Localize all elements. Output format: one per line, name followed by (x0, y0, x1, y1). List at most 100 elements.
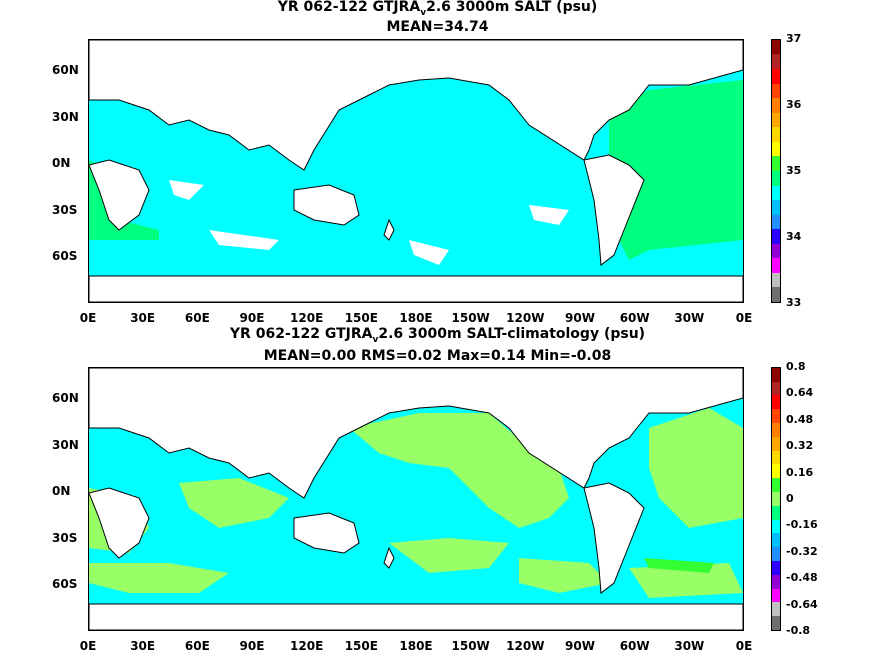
colorbar-swatch (772, 229, 780, 244)
y-tick-label: 60S (52, 249, 78, 264)
colorbar-swatch (772, 409, 780, 424)
colorbar-swatch (772, 533, 780, 548)
x-tick-label: 90E (239, 639, 265, 653)
colorbar-label: -0.16 (786, 518, 818, 532)
x-tick-label: 90W (565, 639, 595, 653)
top-colorbar (771, 39, 781, 303)
top-atlantic-region (609, 80, 743, 260)
colorbar-swatch (772, 141, 780, 157)
x-tick-label: 60E (184, 311, 210, 325)
colorbar-swatch (772, 39, 780, 55)
colorbar-swatch (772, 243, 780, 259)
bottom-title: YR 062-122 GTJRAv2.6 3000m SALT-climatol… (229, 326, 646, 345)
bottom-colorbar (771, 367, 781, 631)
x-tick-label: 0E (79, 639, 97, 653)
x-tick-label: 60W (619, 311, 650, 325)
x-tick-label: 150W (451, 639, 490, 653)
colorbar-label: -0.32 (786, 544, 818, 558)
x-tick-label: 90E (239, 311, 265, 325)
top-subtitle: MEAN=34.74 (386, 19, 489, 35)
top-white-patches (169, 180, 569, 265)
colorbar-swatch (772, 574, 780, 589)
colorbar-swatch (772, 547, 780, 562)
colorbar-swatch (772, 588, 780, 603)
colorbar-label: 0.32 (786, 439, 814, 453)
x-tick-label: 150E (344, 311, 378, 325)
colorbar-swatch (772, 616, 780, 630)
colorbar-swatch (772, 381, 780, 396)
colorbar-swatch (772, 156, 780, 171)
x-tick-label: 120W (506, 639, 545, 653)
colorbar-swatch (772, 287, 780, 302)
colorbar-swatch (772, 505, 780, 520)
colorbar-label: 35 (786, 164, 802, 177)
x-tick-label: 30E (130, 639, 156, 653)
bottom-subtitle: MEAN=0.00 RMS=0.02 Max=0.14 Min=-0.08 (263, 348, 612, 364)
colorbar-swatch (772, 423, 780, 437)
bottom-map-svg (89, 368, 743, 630)
colorbar-swatch (772, 112, 780, 128)
colorbar-swatch (772, 83, 780, 99)
top-title: YR 062-122 GTJRAv2.6 3000m SALT (psu) (277, 0, 598, 18)
colorbar-swatch (772, 519, 780, 534)
x-tick-label: 30W (674, 311, 705, 325)
colorbar-swatch (772, 464, 780, 479)
x-tick-label: 180E (399, 311, 433, 325)
colorbar-swatch (772, 69, 780, 84)
bottom-continents (89, 368, 743, 630)
colorbar-label: -0.48 (786, 571, 818, 585)
x-tick-label: 90W (565, 311, 595, 325)
colorbar-swatch (772, 395, 780, 410)
colorbar-label: 36 (786, 98, 802, 111)
colorbar-swatch (772, 602, 780, 617)
x-tick-label: 120E (290, 311, 324, 325)
colorbar-swatch (772, 185, 780, 201)
colorbar-swatch (772, 367, 780, 382)
colorbar-swatch (772, 561, 780, 575)
colorbar-swatch (772, 200, 780, 215)
y-tick-label: 60S (52, 577, 78, 592)
x-tick-label: 60E (184, 639, 210, 653)
x-tick-label: 120W (506, 311, 545, 325)
y-tick-label: 0N (52, 156, 71, 171)
x-tick-label: 30E (130, 311, 156, 325)
colorbar-label: 0.16 (786, 465, 814, 479)
colorbar-label: -0.64 (786, 597, 818, 611)
colorbar-swatch (772, 98, 780, 113)
x-tick-label: 0E (79, 311, 97, 325)
colorbar-label: 33 (786, 296, 802, 309)
y-tick-label: 30S (52, 530, 78, 545)
colorbar-swatch (772, 478, 780, 493)
x-tick-label: 30W (674, 639, 705, 653)
x-tick-label: 0E (735, 639, 753, 653)
y-tick-label: 0N (52, 484, 71, 499)
colorbar-swatch (772, 170, 780, 186)
y-tick-label: 30S (52, 202, 78, 217)
colorbar-label: 0.64 (786, 386, 814, 400)
colorbar-swatch (772, 54, 780, 69)
colorbar-label: -0.8 (786, 624, 811, 637)
top-map-svg (89, 40, 743, 302)
x-tick-label: 150W (451, 311, 490, 325)
bottom-positive-hotspot (644, 558, 714, 573)
colorbar-swatch (772, 214, 780, 230)
bottom-map (88, 367, 744, 631)
y-tick-label: 60N (52, 63, 79, 78)
x-tick-label: 60W (619, 639, 650, 653)
x-tick-label: 180E (399, 639, 433, 653)
colorbar-label: 34 (786, 230, 802, 243)
x-tick-label: 150E (344, 639, 378, 653)
colorbar-swatch (772, 127, 780, 142)
x-tick-label: 120E (290, 639, 324, 653)
colorbar-label: 0 (786, 492, 794, 505)
colorbar-swatch (772, 258, 780, 273)
top-map (88, 39, 744, 303)
colorbar-label: 0.48 (786, 412, 814, 426)
colorbar-label: 37 (786, 32, 802, 45)
y-tick-label: 60N (52, 391, 79, 406)
y-tick-label: 30N (52, 437, 79, 452)
colorbar-swatch (772, 272, 780, 288)
colorbar-label: 0.8 (786, 360, 806, 373)
x-tick-label: 0E (735, 311, 753, 325)
colorbar-swatch (772, 492, 780, 506)
